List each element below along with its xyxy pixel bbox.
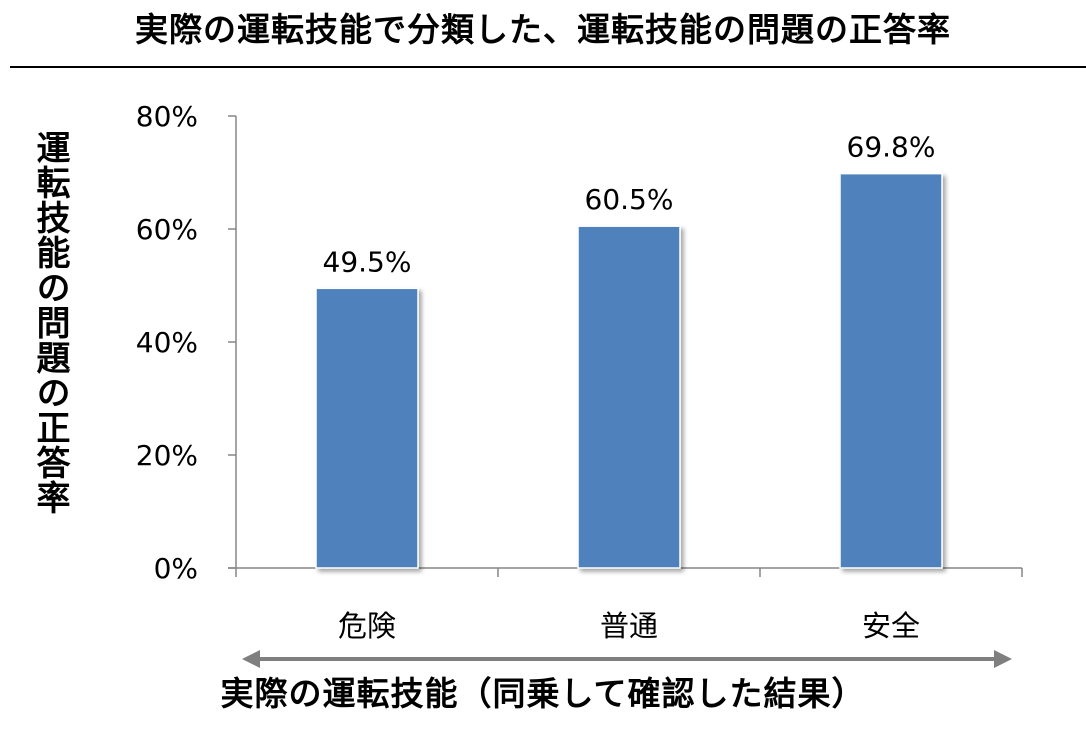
bar: [315, 287, 419, 569]
arrow-head-right: [994, 650, 1012, 668]
x-axis-label: 実際の運転技能（同乗して確認した結果）: [220, 674, 866, 713]
bar: [577, 225, 681, 569]
chart-title: 実際の運転技能で分類した、運転技能の問題の正答率: [135, 10, 951, 49]
bars: [315, 172, 943, 569]
y-tick-label: 60%: [136, 213, 198, 246]
x-category-label: 普通: [600, 609, 658, 643]
labels: 0% 20% 40% 60% 80% 49.5% 危険 60.5% 普通 69.8% 安全: [136, 100, 936, 643]
x-category-label: 危険: [338, 609, 396, 643]
bar-value-label: 49.5%: [323, 245, 412, 278]
y-tick-label: 40%: [136, 326, 198, 359]
x-category-label: 安全: [862, 609, 920, 643]
bar-value-label: 60.5%: [585, 183, 674, 216]
bar-value-label: 69.8%: [847, 131, 936, 164]
y-axis-label: 運転技能の問題の正答率: [30, 130, 70, 515]
arrow-head-left: [242, 650, 260, 668]
y-tick-label: 80%: [136, 100, 198, 133]
y-tick-label: 0%: [154, 552, 198, 585]
x-axis-arrow: [242, 650, 1012, 668]
bar: [839, 172, 943, 569]
title-divider: [10, 66, 1086, 68]
y-tick-label: 20%: [136, 439, 198, 472]
